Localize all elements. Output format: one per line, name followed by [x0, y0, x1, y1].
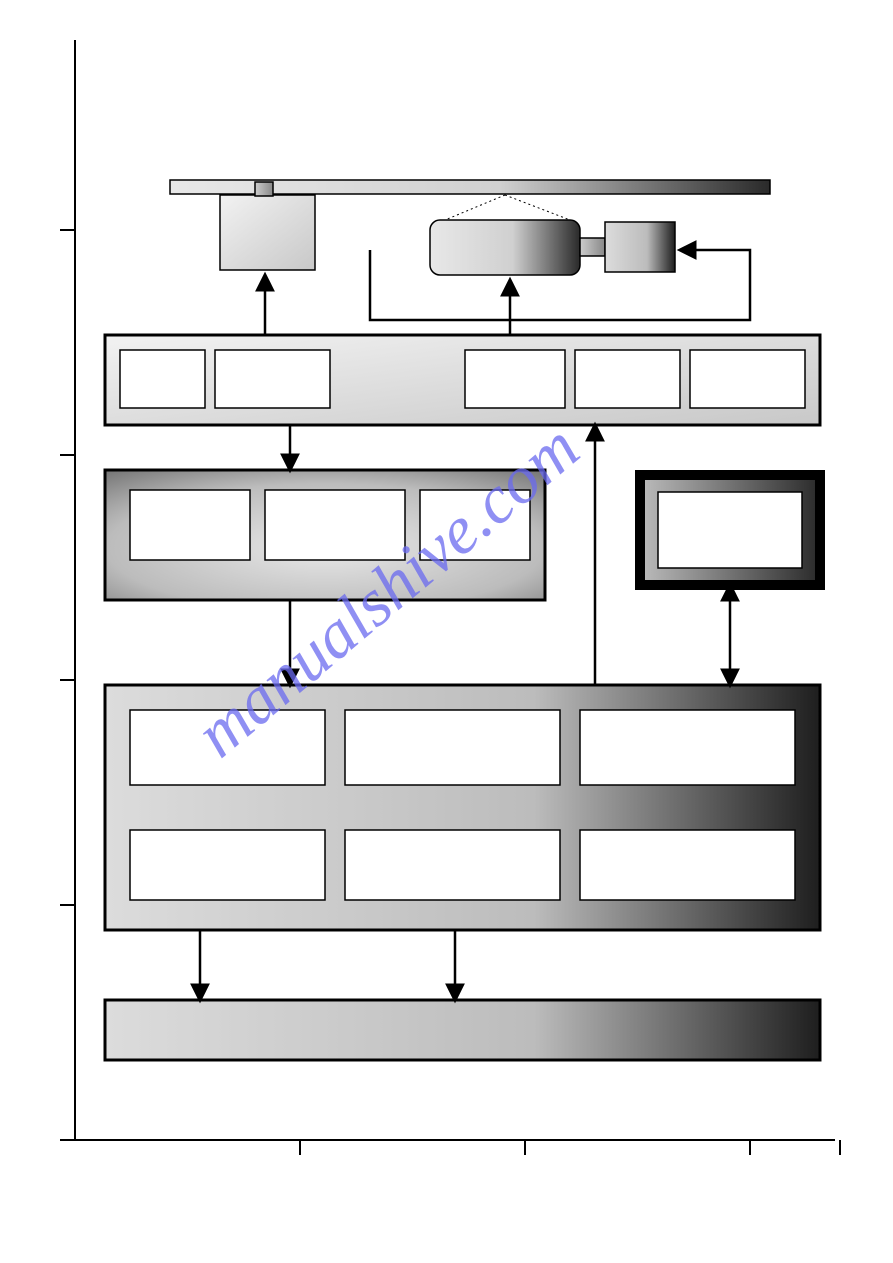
diagram-canvas: manualshive.com — [0, 0, 893, 1263]
panel-proc-cell-1 — [345, 710, 560, 785]
panel-side-cell-0 — [658, 492, 802, 568]
cube — [220, 195, 315, 270]
stem — [255, 182, 273, 196]
dotted-lead-1 — [505, 195, 570, 220]
dotted-lead-0 — [445, 195, 505, 220]
panel-proc-cell-2 — [580, 710, 795, 785]
panel-proc-cell-5 — [580, 830, 795, 900]
panel-mid-cell-0 — [130, 490, 250, 560]
panel-io-cell-3 — [575, 350, 680, 408]
panel-io-cell-1 — [215, 350, 330, 408]
cylinder — [430, 220, 580, 275]
panel-proc-cell-3 — [130, 830, 325, 900]
panel-io-cell-4 — [690, 350, 805, 408]
panel-bus — [105, 1000, 820, 1060]
panel-io-cell-0 — [120, 350, 205, 408]
motor — [605, 222, 675, 272]
panel-proc-cell-4 — [345, 830, 560, 900]
coupling — [580, 238, 605, 256]
panel-io-cell-2 — [465, 350, 565, 408]
